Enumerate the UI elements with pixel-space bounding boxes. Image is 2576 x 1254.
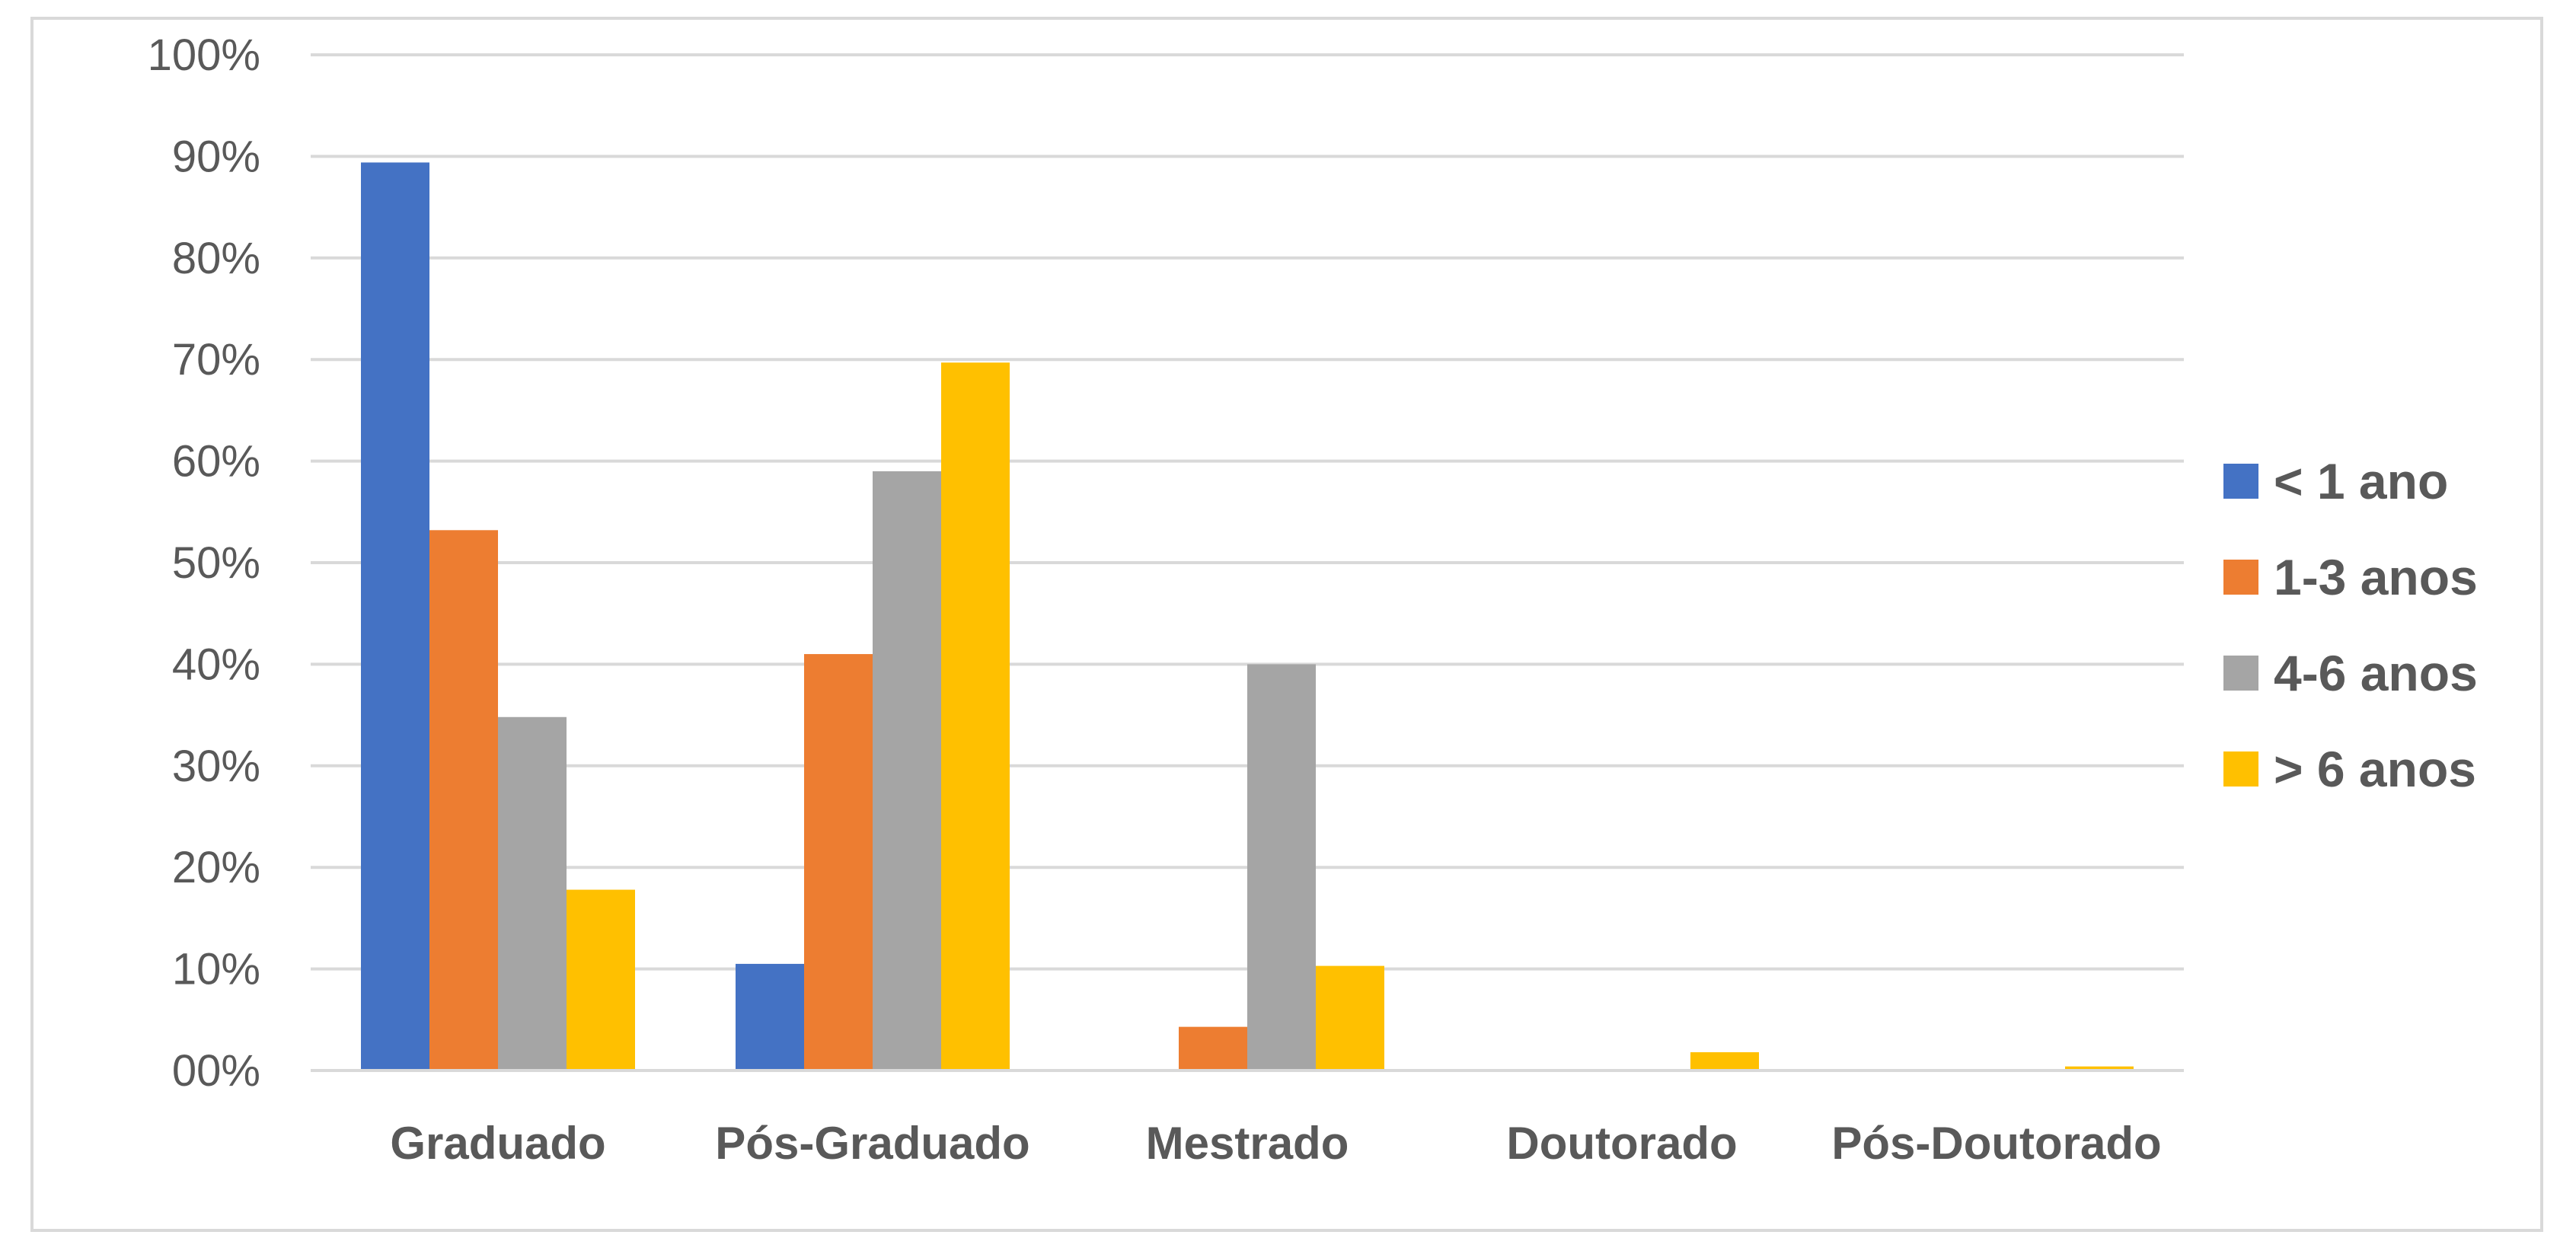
y-tick-label: 10% bbox=[172, 945, 260, 994]
y-tick-label: 60% bbox=[172, 437, 260, 487]
legend-label: 1-3 anos bbox=[2274, 549, 2478, 605]
bar bbox=[804, 654, 873, 1071]
bar bbox=[941, 362, 1010, 1071]
legend-swatch bbox=[2223, 751, 2258, 787]
y-tick-label: 100% bbox=[148, 30, 260, 80]
bar bbox=[1179, 1026, 1247, 1071]
y-tick-label: 90% bbox=[172, 132, 260, 181]
x-axis-ticks: Graduado Pós-Graduado Mestrado Doutorado Pós… bbox=[390, 1118, 2161, 1169]
bar bbox=[429, 530, 498, 1071]
legend-label: < 1 ano bbox=[2274, 453, 2448, 509]
bar bbox=[1690, 1051, 1759, 1071]
x-tick-label: Pós-Doutorado bbox=[1831, 1118, 2161, 1169]
bar bbox=[873, 471, 941, 1071]
y-tick-label: 40% bbox=[172, 640, 260, 689]
y-axis-ticks: 00% 10% 20% 30% 40% 50% 60% 70% 80% 90% 100% bbox=[148, 30, 260, 1096]
y-tick-label: 50% bbox=[172, 538, 260, 588]
bars bbox=[361, 162, 2134, 1071]
y-tick-label: 70% bbox=[172, 335, 260, 384]
x-tick-label: Mestrado bbox=[1146, 1118, 1349, 1169]
y-tick-label: 20% bbox=[172, 843, 260, 892]
bar bbox=[1247, 664, 1316, 1071]
bar bbox=[1316, 965, 1384, 1071]
legend-label: > 6 anos bbox=[2274, 741, 2476, 797]
y-tick-label: 00% bbox=[172, 1046, 260, 1096]
legend: < 1 ano 1-3 anos 4-6 anos > 6 anos bbox=[2223, 453, 2478, 797]
legend-swatch bbox=[2223, 560, 2258, 595]
bar bbox=[567, 889, 635, 1071]
x-tick-label: Pós-Graduado bbox=[715, 1118, 1029, 1169]
bar bbox=[2065, 1066, 2134, 1071]
bar bbox=[498, 716, 567, 1071]
y-tick-label: 30% bbox=[172, 742, 260, 791]
bar bbox=[361, 162, 429, 1071]
legend-label: 4-6 anos bbox=[2274, 645, 2478, 701]
legend-swatch bbox=[2223, 464, 2258, 499]
x-tick-label: Graduado bbox=[390, 1118, 605, 1169]
bar bbox=[736, 963, 804, 1071]
x-tick-label: Doutorado bbox=[1506, 1118, 1737, 1169]
y-tick-label: 80% bbox=[172, 234, 260, 283]
legend-swatch bbox=[2223, 656, 2258, 691]
